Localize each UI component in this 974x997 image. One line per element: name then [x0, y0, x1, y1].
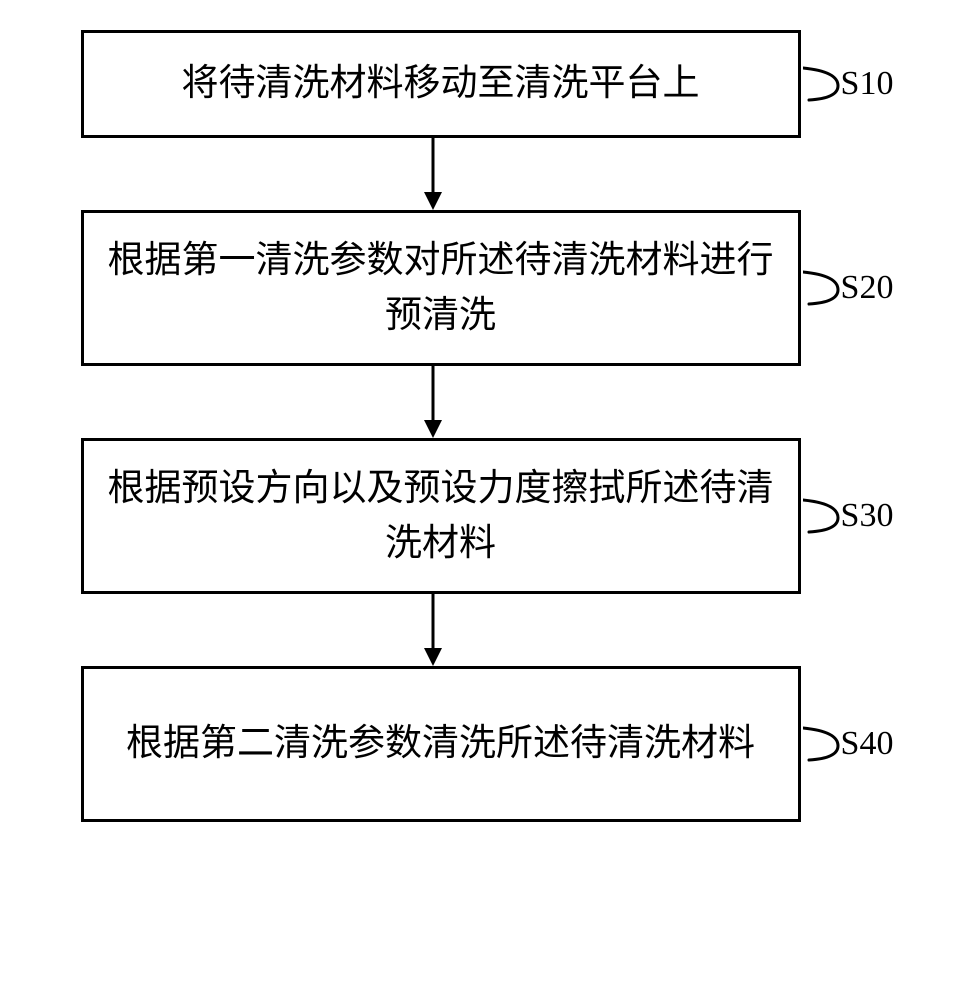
arrow-container	[73, 138, 793, 210]
connector-arc	[803, 66, 841, 102]
flow-arrow	[418, 138, 448, 210]
arrow-container	[73, 594, 793, 666]
step-label-group: S30	[803, 497, 894, 535]
step-box: 根据第二清洗参数清洗所述待清洗材料	[81, 666, 801, 822]
step-box: 根据第一清洗参数对所述待清洗材料进行预清洗	[81, 210, 801, 366]
flow-step: 根据第一清洗参数对所述待清洗材料进行预清洗 S20	[81, 210, 894, 366]
step-box: 将待清洗材料移动至清洗平台上	[81, 30, 801, 138]
step-label-group: S20	[803, 269, 894, 307]
step-text: 根据第一清洗参数对所述待清洗材料进行预清洗	[108, 233, 774, 344]
flow-step: 根据预设方向以及预设力度擦拭所述待清洗材料 S30	[81, 438, 894, 594]
step-text: 根据第二清洗参数清洗所述待清洗材料	[126, 716, 755, 772]
step-label-group: S10	[803, 65, 894, 103]
step-label: S20	[841, 269, 894, 307]
connector-arc	[803, 270, 841, 306]
step-label: S10	[841, 65, 894, 103]
connector-arc	[803, 498, 841, 534]
step-box: 根据预设方向以及预设力度擦拭所述待清洗材料	[81, 438, 801, 594]
step-text: 将待清洗材料移动至清洗平台上	[182, 56, 700, 112]
step-label: S40	[841, 725, 894, 763]
arrow-container	[73, 366, 793, 438]
flow-arrow	[418, 366, 448, 438]
step-label: S30	[841, 497, 894, 535]
connector-arc	[803, 726, 841, 762]
flow-step: 将待清洗材料移动至清洗平台上 S10	[81, 30, 894, 138]
flowchart-container: 将待清洗材料移动至清洗平台上 S10 根据第一清洗参数对所述待清洗材料进行预清洗 S2…	[73, 30, 901, 822]
flow-step: 根据第二清洗参数清洗所述待清洗材料 S40	[81, 666, 894, 822]
step-text: 根据预设方向以及预设力度擦拭所述待清洗材料	[108, 461, 774, 572]
flow-arrow	[418, 594, 448, 666]
step-label-group: S40	[803, 725, 894, 763]
